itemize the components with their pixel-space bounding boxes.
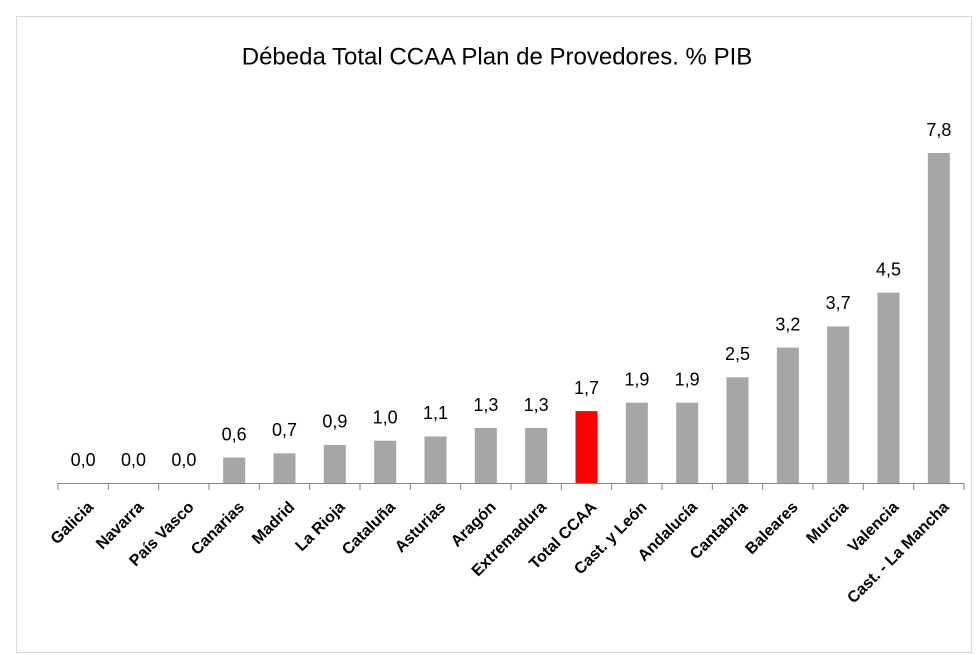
value-label: 3,2 — [775, 314, 800, 334]
bar — [323, 444, 346, 483]
bar — [827, 326, 850, 483]
bar — [474, 428, 497, 483]
value-label: 0,9 — [322, 412, 347, 432]
bar — [424, 436, 447, 483]
value-label: 0,0 — [171, 450, 196, 470]
bar — [525, 428, 548, 483]
bar — [223, 457, 246, 483]
value-label: 1,7 — [574, 378, 599, 398]
value-label: 1,3 — [473, 395, 498, 415]
value-label: 3,7 — [826, 293, 851, 313]
bar — [273, 453, 296, 483]
value-label: 7,8 — [926, 120, 951, 140]
bar — [625, 402, 648, 483]
bar — [374, 440, 397, 483]
value-label: 1,1 — [423, 403, 448, 423]
value-label: 1,3 — [524, 395, 549, 415]
bar — [726, 377, 749, 483]
value-label: 0,6 — [222, 424, 247, 444]
value-label: 0,0 — [121, 450, 146, 470]
bar — [776, 347, 799, 483]
value-label: 4,5 — [876, 259, 901, 279]
value-label: 2,5 — [725, 344, 750, 364]
bar — [575, 411, 598, 483]
bar — [676, 402, 699, 483]
value-label: 1,9 — [675, 369, 700, 389]
value-label: 0,7 — [272, 420, 297, 440]
chart-frame — [16, 16, 972, 653]
value-label: 1,0 — [373, 407, 398, 427]
value-label: 1,9 — [624, 369, 649, 389]
value-label: 0,0 — [71, 450, 96, 470]
chart-title: Débeda Total CCAA Plan de Provedores. % … — [242, 43, 753, 70]
bar — [877, 292, 900, 483]
bar — [927, 153, 950, 483]
